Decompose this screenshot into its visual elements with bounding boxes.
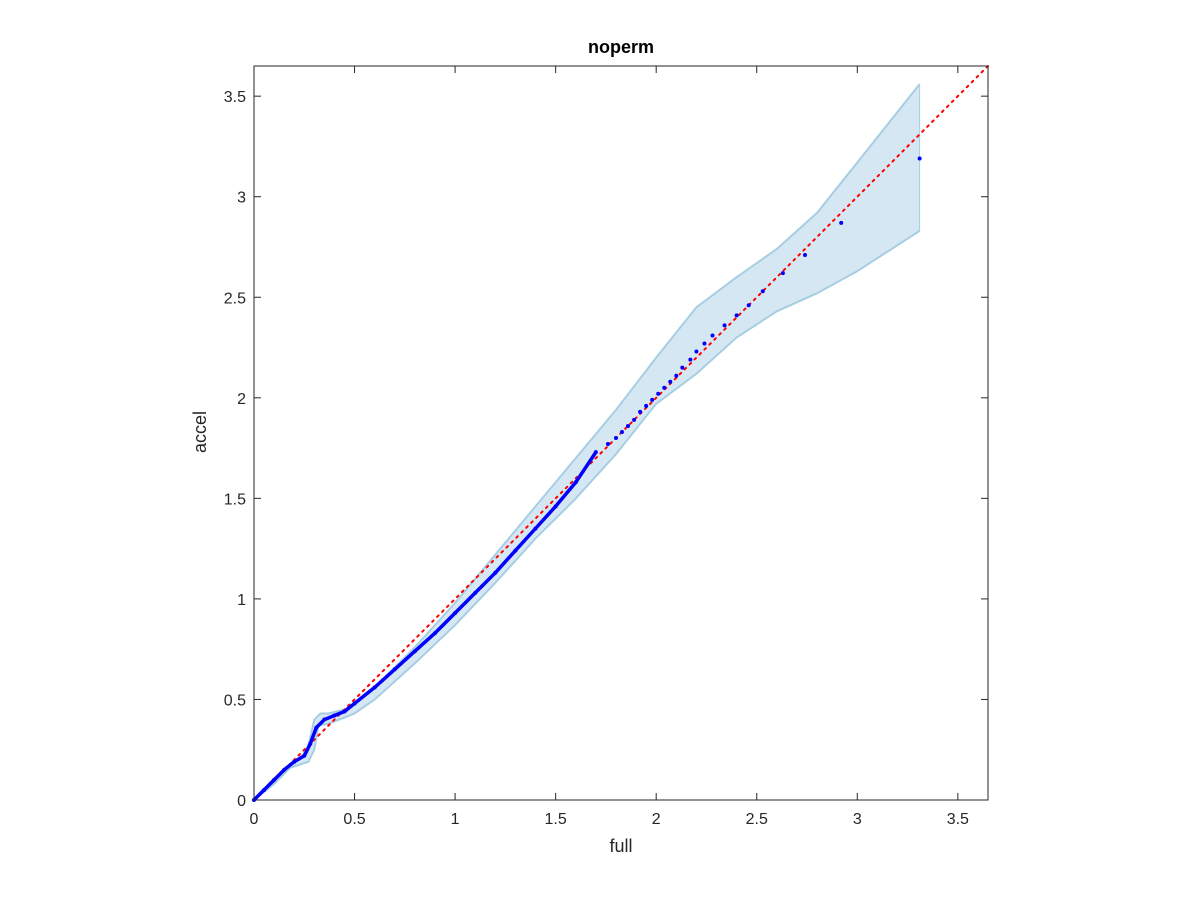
y-tick-label: 3 bbox=[237, 190, 246, 207]
data-point bbox=[553, 504, 558, 509]
data-point bbox=[342, 709, 347, 714]
data-point bbox=[613, 436, 618, 441]
data-point bbox=[626, 423, 631, 428]
data-point bbox=[917, 156, 922, 161]
data-points bbox=[252, 156, 922, 802]
data-point bbox=[372, 685, 377, 690]
data-point bbox=[282, 767, 287, 772]
data-point bbox=[722, 323, 727, 328]
x-tick-label: 0 bbox=[250, 811, 259, 828]
data-point bbox=[314, 725, 319, 730]
data-point bbox=[593, 450, 598, 455]
y-tick-label: 1.5 bbox=[224, 491, 246, 508]
y-tick-label: 1 bbox=[237, 592, 246, 609]
data-point bbox=[746, 303, 751, 308]
x-tick-label: 3 bbox=[853, 811, 862, 828]
data-point bbox=[262, 787, 267, 792]
data-point bbox=[674, 373, 679, 378]
data-point bbox=[493, 570, 498, 575]
data-point bbox=[662, 385, 667, 390]
y-tick-label: 0.5 bbox=[224, 692, 246, 709]
band-fill bbox=[254, 84, 920, 801]
data-point bbox=[302, 753, 307, 758]
data-point bbox=[473, 590, 478, 595]
data-point bbox=[513, 548, 518, 553]
data-point bbox=[632, 417, 637, 422]
x-tick-label: 1 bbox=[451, 811, 460, 828]
x-tick-label: 2.5 bbox=[746, 811, 768, 828]
data-point bbox=[453, 610, 458, 615]
confidence-band bbox=[253, 83, 921, 801]
data-point bbox=[656, 391, 661, 396]
band-upper-edge bbox=[253, 83, 921, 801]
data-point bbox=[803, 253, 808, 258]
data-point bbox=[839, 220, 844, 225]
x-tick-label: 3.5 bbox=[947, 811, 969, 828]
data-point bbox=[432, 631, 437, 636]
data-point bbox=[392, 667, 397, 672]
axes-box bbox=[253, 65, 989, 801]
band-lower-edge bbox=[253, 230, 921, 801]
y-tick-label: 0 bbox=[237, 793, 246, 810]
data-point bbox=[322, 717, 327, 722]
data-point bbox=[760, 289, 765, 294]
data-point bbox=[573, 480, 578, 485]
data-point bbox=[308, 741, 313, 746]
data-point bbox=[638, 409, 643, 414]
chart-title: noperm bbox=[588, 37, 654, 57]
data-point bbox=[710, 333, 715, 338]
plot-area: 0 0.5 1 1.5 2 2.5 3 3.5 0 0.5 1 1.5 2 2.5 3 3.5 bbox=[224, 65, 989, 828]
x-axis-label: full bbox=[609, 836, 632, 856]
x-axis-ticks: 0 0.5 1 1.5 2 2.5 3 3.5 bbox=[250, 66, 969, 828]
data-point bbox=[702, 341, 707, 346]
x-tick-label: 0.5 bbox=[343, 811, 365, 828]
y-axis-ticks: 0 0.5 1 1.5 2 2.5 3 3.5 bbox=[224, 89, 988, 810]
data-point bbox=[780, 271, 785, 276]
y-tick-label: 2 bbox=[237, 391, 246, 408]
data-point bbox=[533, 526, 538, 531]
y-tick-label: 3.5 bbox=[224, 89, 246, 106]
y-axis-label: accel bbox=[190, 411, 210, 453]
y-tick-label: 2.5 bbox=[224, 290, 246, 307]
data-point bbox=[272, 777, 277, 782]
data-point bbox=[644, 403, 649, 408]
data-point bbox=[734, 313, 739, 318]
data-point bbox=[668, 379, 673, 384]
data-point bbox=[694, 349, 699, 354]
data-point bbox=[605, 442, 610, 447]
data-point bbox=[292, 759, 297, 764]
data-point bbox=[680, 365, 685, 370]
data-point bbox=[688, 357, 693, 362]
data-point bbox=[650, 397, 655, 402]
dense-point-trace bbox=[252, 451, 598, 802]
data-point bbox=[352, 701, 357, 706]
data-point bbox=[332, 713, 337, 718]
data-point bbox=[620, 429, 625, 434]
data-point bbox=[412, 649, 417, 654]
x-tick-label: 1.5 bbox=[545, 811, 567, 828]
x-tick-label: 2 bbox=[652, 811, 661, 828]
